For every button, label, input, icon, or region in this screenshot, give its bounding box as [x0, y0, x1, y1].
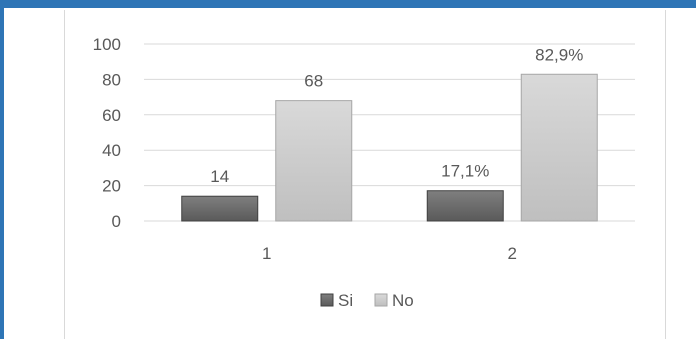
- frame-left-border: [0, 0, 4, 339]
- x-tick-label: 1: [262, 244, 271, 263]
- bar-si-1: [181, 195, 259, 222]
- y-tick-label: 60: [102, 106, 121, 125]
- data-label-si-2: 17,1%: [441, 162, 489, 181]
- y-axis-ticks: 0 20 40 60 80 100: [93, 35, 121, 231]
- y-tick-label: 0: [112, 212, 121, 231]
- legend-swatch-si: [320, 293, 334, 307]
- x-tick-label: 2: [508, 244, 517, 263]
- y-tick-label: 20: [102, 177, 121, 196]
- legend-label-no: No: [392, 291, 414, 310]
- data-label-si-1: 14: [210, 167, 229, 186]
- y-tick-label: 40: [102, 141, 121, 160]
- bar-no-1: [275, 100, 353, 222]
- data-label-no-2: 82,9%: [535, 45, 583, 64]
- y-tick-label: 100: [93, 35, 121, 54]
- frame-top-border: [0, 0, 696, 8]
- data-label-no-1: 68: [304, 72, 323, 91]
- legend-swatch-no: [374, 293, 388, 307]
- y-tick-label: 80: [102, 70, 121, 89]
- legend: Si No: [320, 291, 414, 310]
- bar-si-2: [426, 190, 504, 222]
- bars: [181, 73, 598, 222]
- data-labels: 14 68 17,1% 82,9%: [210, 45, 583, 186]
- legend-label-si: Si: [338, 291, 353, 310]
- bar-no-2: [520, 73, 598, 222]
